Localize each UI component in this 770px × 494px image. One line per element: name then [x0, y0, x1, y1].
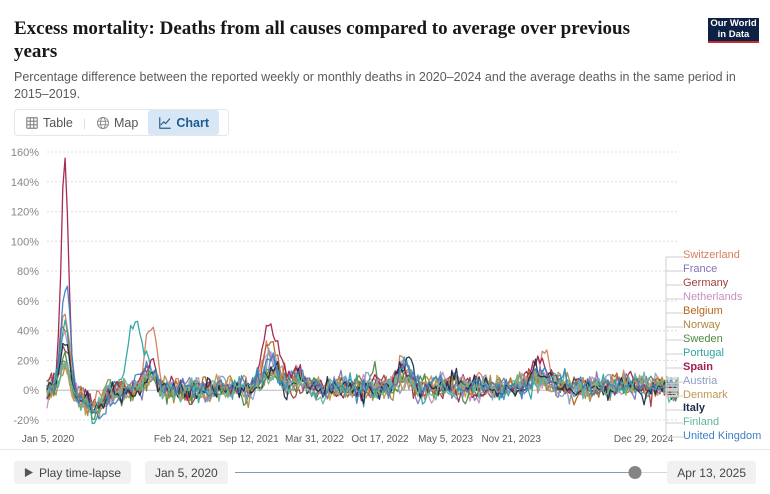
- svg-text:20%: 20%: [17, 355, 39, 367]
- svg-text:80%: 80%: [17, 266, 39, 278]
- svg-text:Mar 31, 2022: Mar 31, 2022: [285, 434, 344, 445]
- svg-text:-20%: -20%: [13, 415, 39, 427]
- svg-text:160%: 160%: [11, 147, 39, 159]
- svg-text:Dec 29, 2024: Dec 29, 2024: [614, 434, 674, 445]
- svg-text:May 5, 2023: May 5, 2023: [418, 434, 473, 445]
- svg-text:0%: 0%: [23, 385, 39, 397]
- svg-text:60%: 60%: [17, 296, 39, 308]
- svg-text:40%: 40%: [17, 326, 39, 338]
- svg-text:Jan 5, 2020: Jan 5, 2020: [22, 434, 75, 445]
- svg-text:120%: 120%: [11, 207, 39, 219]
- svg-text:Feb 24, 2021: Feb 24, 2021: [154, 434, 213, 445]
- svg-text:140%: 140%: [11, 177, 39, 189]
- svg-text:Sep 12, 2021: Sep 12, 2021: [219, 434, 279, 445]
- svg-text:Nov 21, 2023: Nov 21, 2023: [481, 434, 541, 445]
- svg-text:Oct 17, 2022: Oct 17, 2022: [351, 434, 409, 445]
- svg-text:100%: 100%: [11, 236, 39, 248]
